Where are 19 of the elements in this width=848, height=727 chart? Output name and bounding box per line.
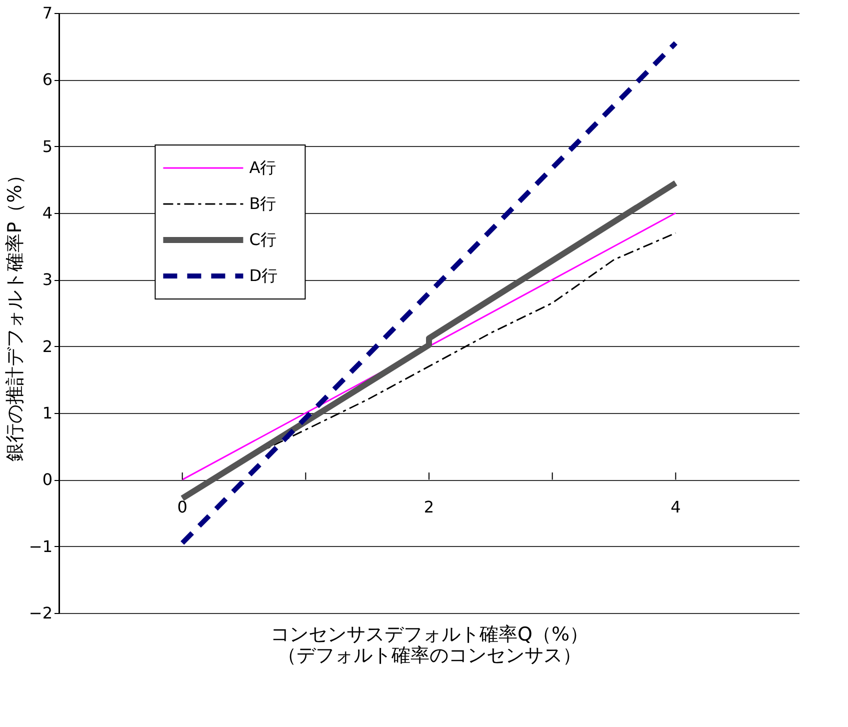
legend-label: A行	[249, 158, 276, 177]
x-tick-label: 0	[177, 498, 188, 517]
y-tick-label: −1	[28, 536, 52, 556]
y-tick-label: 6	[42, 70, 52, 90]
legend-label: C行	[249, 230, 276, 249]
y-axis-title: 銀行の推計デフォルト確率P（%）	[4, 166, 26, 462]
y-tick-label: 0	[42, 470, 52, 490]
x-tick-label: 4	[670, 498, 681, 517]
y-tick-label: 1	[42, 404, 52, 422]
y-tick-label: 4	[42, 204, 52, 222]
x-axis-title: コンセンサスデフォルト確率Q（%）（デフォルト確率のコンセンサス）	[270, 624, 589, 666]
y-tick-label: 2	[42, 336, 52, 356]
y-tick-label: −2	[28, 604, 52, 622]
legend-label: B行	[249, 194, 276, 213]
y-tick-label: 5	[42, 136, 52, 156]
legend-label: D行	[249, 266, 278, 285]
x-tick-label: 2	[424, 498, 434, 517]
y-tick-label: 3	[42, 270, 52, 290]
y-tick-label: 7	[42, 4, 52, 22]
